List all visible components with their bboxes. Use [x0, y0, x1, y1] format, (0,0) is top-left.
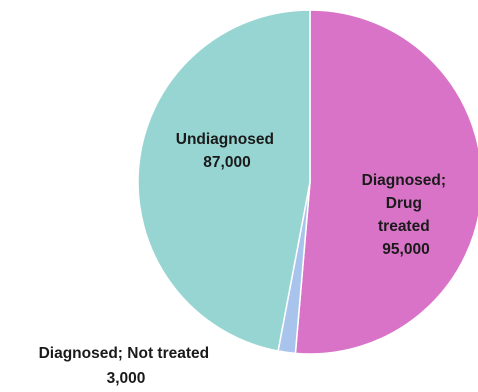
- slice-value-label: 87,000: [203, 154, 250, 171]
- slice-label-diagnosed-not-treated: Diagnosed; Not treated 3,000: [39, 345, 214, 387]
- slice-label-diagnosed-drug-treated: Diagnosed; Drug treated 95,000: [362, 172, 451, 258]
- slice-label-undiagnosed: Undiagnosed 87,000: [176, 131, 278, 171]
- slice-label-line: Drug: [386, 195, 422, 212]
- leader-lines: [231, 345, 283, 352]
- slice-label-line: Diagnosed; Not treated: [39, 345, 210, 362]
- pie-slices: [137, 9, 478, 355]
- slice-value-label: 3,000: [107, 370, 146, 387]
- slice-label-line: Diagnosed;: [362, 172, 446, 189]
- pie-slice-undiagnosed: [137, 9, 311, 352]
- slice-label-line: treated: [378, 218, 430, 235]
- slice-label-line: Undiagnosed: [176, 131, 274, 148]
- slice-value-label: 95,000: [382, 241, 429, 258]
- leader-line-not-treated: [231, 345, 283, 352]
- pie-slice-diagnosed-drug-treated: [294, 9, 478, 355]
